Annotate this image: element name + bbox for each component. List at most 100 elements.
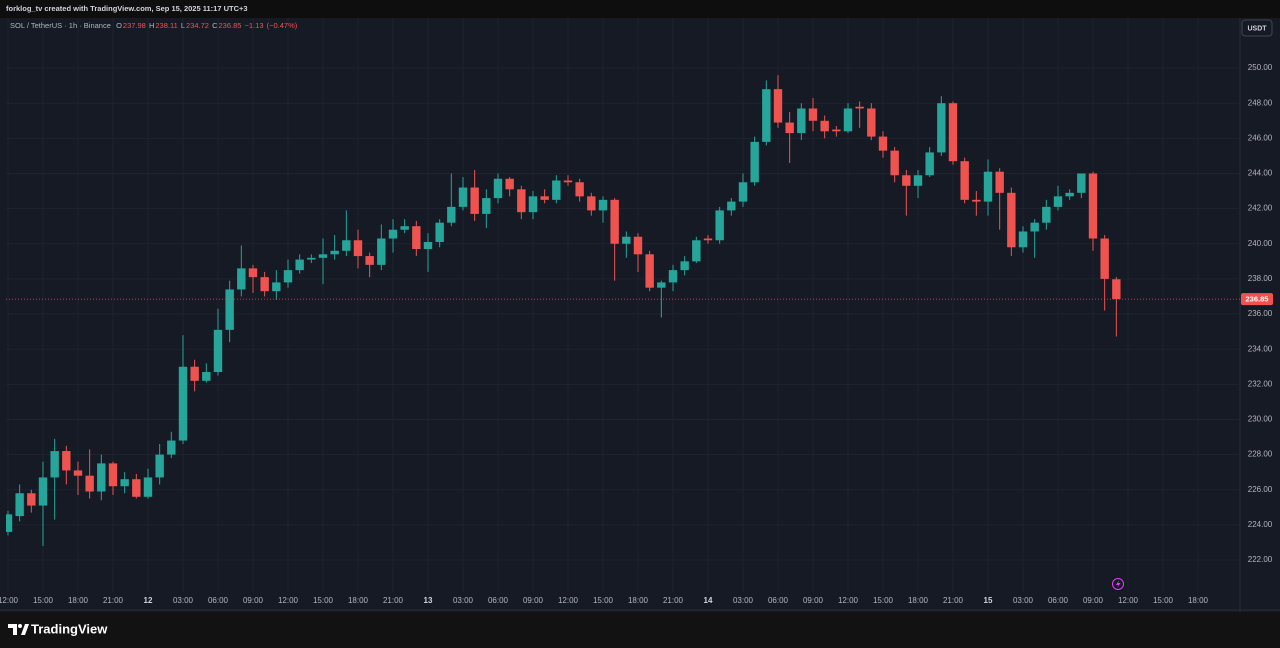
- price-axis: 222.00 224.00 226.00 228.00 230.00 232.00 234.…: [1248, 63, 1273, 564]
- x-tick-label: 03:00: [1013, 596, 1034, 605]
- candle-body: [225, 289, 234, 330]
- candle-body: [143, 477, 153, 497]
- legend: SOL / TetherUS · 1h · Binance O237.98 H2…: [10, 21, 298, 30]
- candle-body: [6, 514, 13, 532]
- candle-body: [470, 187, 479, 214]
- footer-bar: [0, 612, 1280, 648]
- candle-body: [1007, 192, 1016, 248]
- last-price-tag: [1241, 293, 1273, 306]
- candle-body: [808, 108, 818, 121]
- candle-body: [587, 196, 596, 211]
- candle-body: [948, 103, 958, 162]
- x-tick-label: 14: [704, 596, 713, 605]
- candle-body: [62, 451, 71, 471]
- header-credit: forklog_tv created with TradingView.com,…: [6, 4, 248, 13]
- x-tick-label: 18:00: [348, 596, 369, 605]
- candle-body: [785, 122, 794, 134]
- candle-body: [715, 210, 724, 241]
- time-axis: 12:00 15:00 18:00 21:00 12 03:00 06:00 09:00 12:…: [0, 596, 1209, 605]
- candle-body: [960, 161, 969, 200]
- candle-body: [295, 259, 304, 271]
- candle-body: [272, 282, 281, 292]
- candle-body: [692, 240, 701, 262]
- candle-body: [38, 477, 48, 506]
- candle-body: [855, 106, 864, 109]
- candle-body: [762, 89, 771, 142]
- x-tick-label: 03:00: [453, 596, 474, 605]
- candle-body: [633, 236, 643, 255]
- candle-body: [983, 171, 993, 202]
- candle-body: [447, 206, 456, 223]
- candle-body: [307, 257, 316, 260]
- currency-button[interactable]: [1241, 19, 1273, 37]
- x-tick-label: 21:00: [943, 596, 964, 605]
- candle-body: [1065, 192, 1074, 197]
- candle-body: [563, 180, 573, 183]
- x-tick-label: 06:00: [768, 596, 789, 605]
- candle-body: [342, 240, 351, 251]
- candle-body: [820, 120, 829, 132]
- y-tick-label: 244.00: [1248, 169, 1273, 178]
- candle-body: [902, 175, 911, 186]
- candle-body: [890, 150, 899, 176]
- candle-body: [15, 493, 24, 517]
- y-tick-label: 250.00: [1248, 63, 1273, 72]
- x-tick-label: 12:00: [278, 596, 299, 605]
- candle-body: [260, 277, 269, 292]
- candle-body: [575, 182, 584, 197]
- ohlc-value: 237.98: [122, 21, 146, 30]
- brand-logo: [8, 624, 29, 635]
- candle-body: [283, 270, 293, 283]
- y-tick-label: 246.00: [1248, 133, 1273, 142]
- footer-brand: TradingView: [31, 621, 108, 636]
- candle-body: [703, 238, 713, 241]
- candle-body: [50, 451, 59, 478]
- candle-body: [97, 463, 106, 492]
- x-tick-label: 15:00: [593, 596, 614, 605]
- candle-body: [365, 256, 374, 265]
- alert-circle: [1112, 578, 1124, 590]
- candle-body: [1042, 206, 1051, 223]
- ohlc-value: 236.85: [218, 21, 242, 30]
- logo-mark: [8, 624, 17, 635]
- symbol-title: SOL / TetherUS · 1h · Binance: [10, 21, 111, 30]
- candle-body: [73, 470, 83, 476]
- candle-body: [972, 199, 981, 202]
- candle-body: [27, 493, 36, 506]
- x-tick-label: 15:00: [873, 596, 894, 605]
- alert-bolt: [1116, 580, 1121, 588]
- candle-body: [925, 152, 934, 176]
- candle-body: [213, 329, 223, 373]
- candle-body: [388, 229, 398, 239]
- y-tick-label: 222.00: [1248, 555, 1273, 564]
- alert-icon[interactable]: [1112, 578, 1124, 590]
- candle-body: [843, 108, 853, 132]
- candle-body: [727, 201, 736, 211]
- candle-body: [937, 103, 946, 153]
- x-tick-label: 03:00: [173, 596, 194, 605]
- x-tick-label: 06:00: [208, 596, 229, 605]
- candle-body: [248, 268, 258, 278]
- x-tick-label: 21:00: [103, 596, 124, 605]
- plot-background: [0, 18, 1280, 612]
- candle-body: [1112, 279, 1121, 300]
- y-tick-label: 236.00: [1248, 309, 1273, 318]
- candle-body: [528, 196, 538, 213]
- candle-body: [318, 254, 328, 258]
- x-tick-label: 15:00: [33, 596, 54, 605]
- x-tick-label: 06:00: [1048, 596, 1069, 605]
- x-tick-label: 12:00: [558, 596, 579, 605]
- candle-body: [132, 479, 141, 497]
- candle-body: [1053, 196, 1063, 207]
- candle-body: [832, 129, 841, 132]
- candle-body: [108, 463, 118, 487]
- change: −1.13: [244, 21, 264, 30]
- last-price-label: 236.85: [1246, 295, 1269, 304]
- candle-body: [797, 108, 806, 134]
- header-bar: [0, 0, 1280, 18]
- ohlc-value: 238.11: [155, 21, 178, 30]
- candle-body: [237, 268, 246, 290]
- candle-body: [493, 178, 503, 199]
- candle-body: [1100, 238, 1109, 279]
